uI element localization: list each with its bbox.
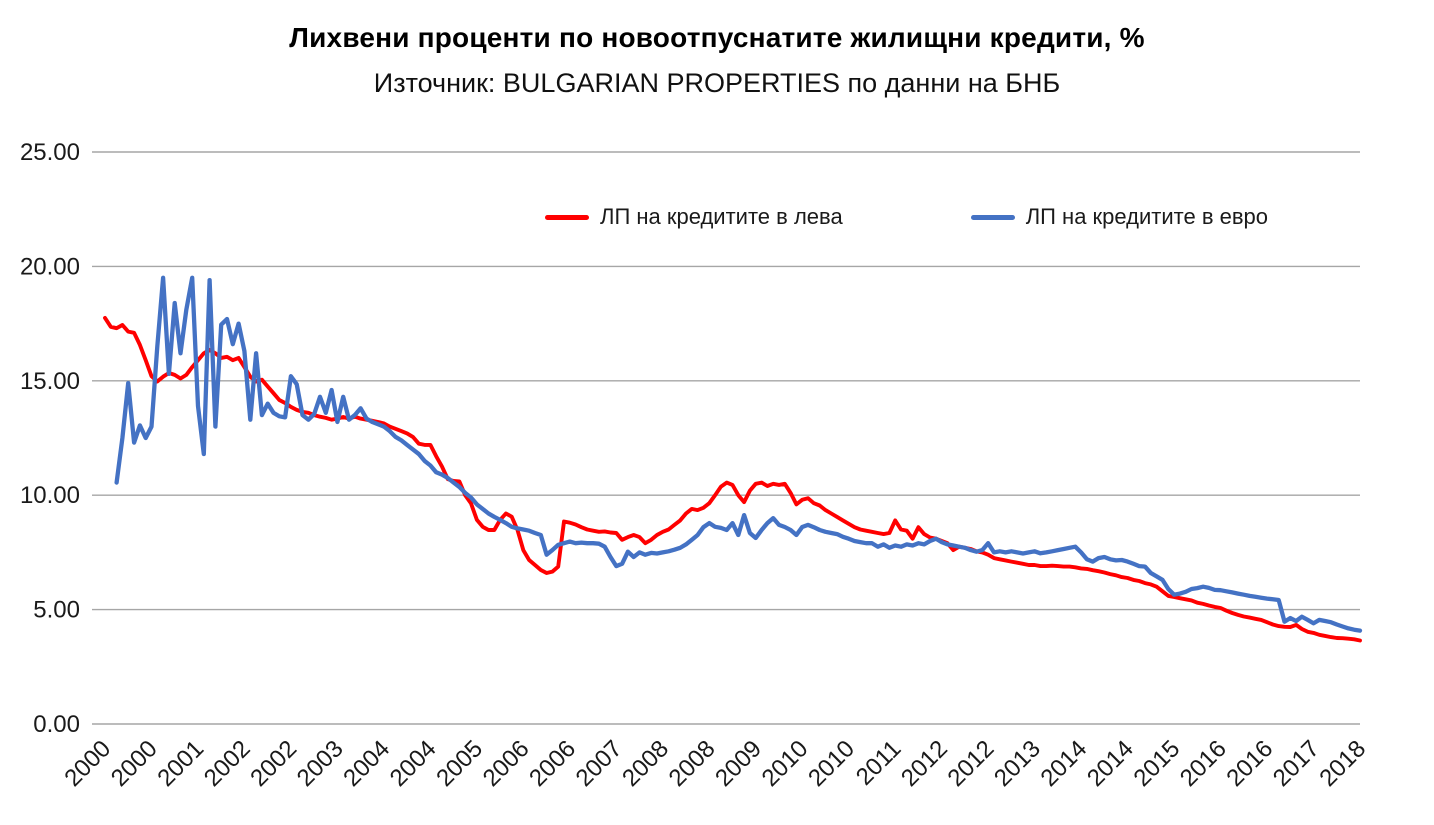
x-tick-label: 2007	[571, 735, 628, 792]
x-tick-label: 2001	[152, 735, 209, 792]
x-tick-label: 2004	[385, 735, 442, 792]
y-tick-label: 5.00	[33, 597, 80, 624]
x-tick-label: 2004	[338, 735, 395, 792]
legend-item-leva: ЛП на кредитите в лева	[545, 204, 843, 230]
y-tick-label: 0.00	[33, 711, 80, 738]
chart-title: Лихвени проценти по новоотпуснатите жили…	[289, 22, 1145, 53]
x-tick-label: 2012	[896, 735, 953, 792]
x-tick-label: 2009	[710, 735, 767, 792]
x-tick-label: 2014	[1082, 735, 1139, 792]
chart-subtitle: Източник: BULGARIAN PROPERTIES по данни …	[373, 68, 1061, 98]
x-tick-label: 2011	[851, 735, 907, 791]
y-tick-label: 10.00	[20, 482, 80, 509]
legend-item-evro: ЛП на кредитите в евро	[970, 204, 1269, 230]
x-tick-label: 2002	[245, 735, 302, 792]
x-tick-label: 2010	[803, 735, 860, 792]
x-tick-label: 2010	[757, 735, 814, 792]
x-tick-label: 2005	[431, 735, 488, 792]
y-tick-label: 20.00	[20, 253, 80, 280]
x-tick-label: 2003	[292, 735, 349, 792]
x-tick-label: 2013	[989, 735, 1046, 792]
x-tick-label: 2016	[1221, 735, 1278, 792]
x-tick-label: 2002	[199, 735, 256, 792]
x-tick-label: 2008	[617, 735, 674, 792]
x-tick-label: 2016	[1175, 735, 1232, 792]
legend-line-evro-icon	[970, 214, 1015, 220]
x-tick-label: 2018	[1314, 735, 1371, 792]
legend-label-evro: ЛП на кредитите в евро	[1025, 204, 1269, 229]
x-tick-label: 2008	[664, 735, 721, 792]
x-tick-label: 2014	[1036, 735, 1093, 792]
y-tick-label: 25.00	[20, 139, 80, 166]
x-tick-label: 2012	[943, 735, 1000, 792]
x-tick-label: 2000	[106, 735, 163, 792]
x-tick-label: 2000	[59, 735, 116, 792]
legend: ЛП на кредитите в лева ЛП на кредитите в…	[545, 204, 1268, 230]
series-line-evro	[114, 275, 1363, 633]
x-tick-label: 2006	[478, 735, 535, 792]
y-tick-label: 15.00	[20, 368, 80, 395]
x-tick-label: 2017	[1268, 735, 1325, 792]
x-tick-label: 2015	[1128, 735, 1185, 792]
legend-label-leva: ЛП на кредитите в лева	[600, 204, 843, 229]
legend-line-leva-icon	[545, 214, 589, 220]
x-tick-label: 2006	[524, 735, 581, 792]
